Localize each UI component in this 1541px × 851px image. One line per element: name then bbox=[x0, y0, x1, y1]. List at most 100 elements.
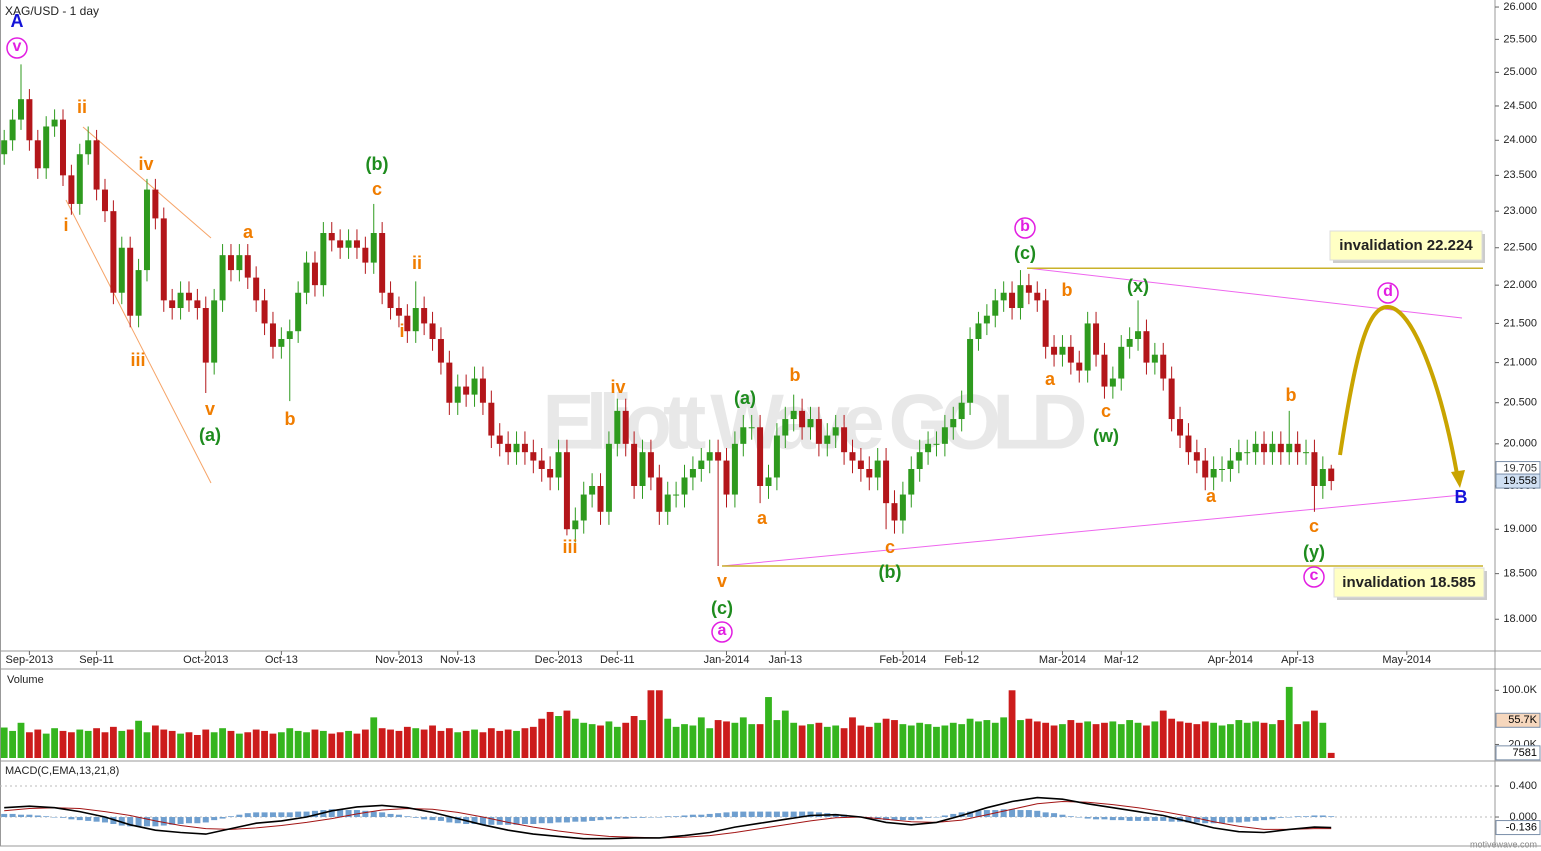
candle-body bbox=[143, 189, 150, 271]
candle-body bbox=[471, 378, 478, 395]
macd-histogram-bar bbox=[269, 812, 276, 818]
candle-body bbox=[1126, 338, 1133, 347]
volume-bar bbox=[639, 720, 646, 758]
volume-bar bbox=[840, 728, 848, 758]
macd-histogram-bar bbox=[488, 817, 495, 825]
triangle-line bbox=[721, 494, 1463, 567]
candle-body bbox=[488, 402, 495, 436]
volume-bar bbox=[219, 728, 226, 758]
volume-bar bbox=[731, 722, 739, 758]
x-tick-label: Dec-11 bbox=[600, 654, 635, 666]
wave-label: c bbox=[885, 537, 895, 557]
candle-body bbox=[782, 419, 789, 436]
volume-bar bbox=[1302, 721, 1310, 758]
volume-bar bbox=[143, 732, 151, 758]
candle-body bbox=[1101, 354, 1108, 387]
candle-body bbox=[731, 443, 738, 495]
candle-body bbox=[194, 300, 201, 309]
candle-body bbox=[505, 443, 512, 453]
volume-bar bbox=[1050, 725, 1058, 758]
volume-bar bbox=[513, 730, 520, 758]
candle-body bbox=[597, 485, 604, 512]
volume-bar bbox=[949, 722, 957, 758]
volume-bar bbox=[269, 733, 277, 758]
candle-body bbox=[429, 323, 436, 339]
candle-body bbox=[1168, 378, 1175, 420]
macd-histogram-bar bbox=[673, 816, 680, 818]
candle-body bbox=[227, 255, 234, 271]
volume-bar bbox=[815, 722, 823, 758]
volume-bar bbox=[1193, 724, 1201, 758]
macd-histogram-bar bbox=[446, 817, 453, 823]
volume-bar bbox=[546, 711, 554, 758]
volume-bar bbox=[588, 724, 596, 758]
macd-histogram-bar bbox=[135, 817, 142, 827]
volume-last-tag: 7581 bbox=[1513, 747, 1537, 759]
volume-bar bbox=[924, 724, 932, 758]
macd-histogram-bar bbox=[597, 817, 604, 821]
volume-bar bbox=[454, 732, 462, 758]
volume-bar bbox=[1159, 710, 1167, 758]
candle-body bbox=[93, 140, 100, 190]
candle-body bbox=[421, 308, 428, 324]
y-tick-label: 25.500 bbox=[1503, 33, 1537, 45]
volume-last-tag-box bbox=[1495, 745, 1541, 761]
candle-body bbox=[446, 362, 453, 403]
wave-label: (a) bbox=[199, 425, 221, 445]
volume-bar bbox=[1151, 721, 1159, 758]
wave-label: ii bbox=[77, 97, 87, 117]
macd-histogram-bar bbox=[992, 810, 999, 818]
volume-bar bbox=[1075, 722, 1083, 758]
candle-body bbox=[101, 189, 108, 212]
macd-histogram-bar bbox=[698, 814, 705, 818]
candle-body bbox=[76, 154, 83, 204]
candle-body bbox=[866, 468, 873, 478]
volume-bar bbox=[580, 722, 588, 758]
macd-histogram-bar bbox=[51, 817, 58, 818]
volume-bar bbox=[622, 722, 630, 758]
candle-body bbox=[118, 247, 125, 293]
macd-histogram-bar bbox=[1210, 817, 1217, 824]
macd-histogram-bar bbox=[404, 816, 411, 818]
candle-body bbox=[26, 99, 33, 141]
volume-bar bbox=[1134, 722, 1142, 758]
candle-body bbox=[857, 460, 864, 469]
volume-bar bbox=[109, 726, 117, 758]
volume-bar bbox=[395, 730, 403, 758]
macd-histogram-bar bbox=[236, 814, 243, 818]
candle-body bbox=[639, 452, 646, 486]
volume-bar bbox=[1201, 721, 1209, 758]
candle-body bbox=[1303, 452, 1310, 454]
macd-histogram-bar bbox=[412, 817, 419, 818]
volume-bar bbox=[277, 732, 285, 758]
volume-bar bbox=[521, 728, 529, 758]
wave-label: c bbox=[372, 179, 382, 199]
macd-histogram-bar bbox=[34, 815, 41, 818]
x-tick-label: Mar-12 bbox=[1104, 654, 1139, 666]
candle-body bbox=[723, 460, 730, 495]
macd-histogram-bar bbox=[748, 811, 755, 818]
volume-bar bbox=[17, 722, 25, 758]
macd-histogram-bar bbox=[1025, 810, 1032, 818]
macd-histogram-bar bbox=[1252, 817, 1259, 821]
candle-body bbox=[17, 99, 24, 120]
candle-body bbox=[1059, 346, 1066, 355]
macd-histogram-bar bbox=[85, 817, 92, 821]
volume-bar bbox=[42, 733, 50, 758]
volume-bar bbox=[294, 730, 302, 758]
macd-histogram-bar bbox=[891, 817, 898, 821]
candle-body bbox=[765, 477, 772, 486]
candle-body bbox=[799, 410, 806, 428]
volume-bar bbox=[907, 725, 915, 758]
volume-bar bbox=[387, 729, 394, 758]
candle-body bbox=[975, 323, 982, 339]
volume-bar bbox=[857, 725, 865, 758]
macd-histogram-bar bbox=[362, 810, 369, 818]
volume-title: Volume bbox=[7, 674, 44, 686]
volume-bar bbox=[689, 725, 697, 758]
volume-bar bbox=[1000, 717, 1008, 758]
y-tick-label: 21.000 bbox=[1503, 357, 1537, 369]
y-tick-label: 21.500 bbox=[1503, 317, 1537, 329]
candle-body bbox=[538, 460, 545, 469]
